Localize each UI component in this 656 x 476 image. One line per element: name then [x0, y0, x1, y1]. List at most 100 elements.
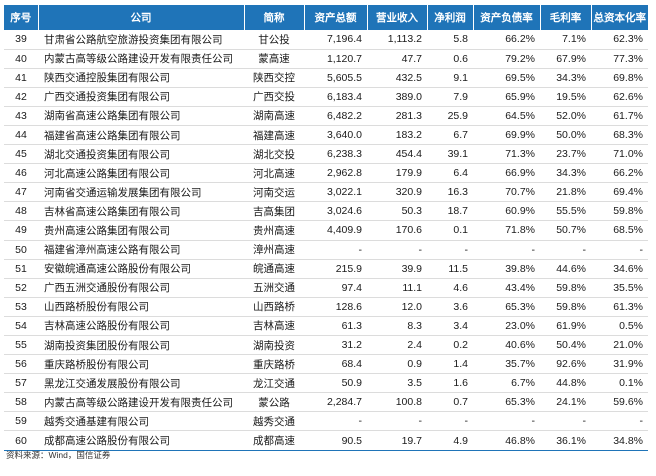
abbreviation-cell: 河南交运: [244, 182, 304, 203]
abbreviation-cell: 成都高速: [244, 430, 304, 451]
debt-ratio-cell: 65.3%: [473, 297, 540, 317]
revenue-cell: 100.8: [367, 392, 427, 413]
index-cell: 49: [4, 220, 38, 241]
total-assets-cell: 6,183.4: [304, 87, 367, 107]
index-cell: 41: [4, 68, 38, 88]
total-assets-cell: 90.5: [304, 430, 367, 451]
abbreviation-cell: 皖通高速: [244, 259, 304, 279]
revenue-cell: 432.5: [367, 68, 427, 88]
column-header: 序号: [4, 5, 38, 30]
company-cell: 甘肃省公路航空旅游投资集团有限公司: [38, 30, 244, 50]
abbreviation-cell: 五洲交通: [244, 278, 304, 298]
company-cell: 重庆路桥股份有限公司: [38, 354, 244, 375]
table-row: 40 内蒙古高等级公路建设开发有限责任公司 蒙高速 1,120.7 47.7 0.6 79.…: [4, 49, 648, 69]
capitalization-ratio-cell: 71.0%: [591, 144, 648, 165]
abbreviation-cell: 河北高速: [244, 163, 304, 184]
gross-margin-cell: 23.7%: [540, 144, 591, 165]
debt-ratio-cell: 69.5%: [473, 68, 540, 88]
table-body: 39 甘肃省公路航空旅游投资集团有限公司 甘公投 7,196.4 1,113.2 5.8 6…: [4, 30, 648, 451]
abbreviation-cell: 蒙公路: [244, 392, 304, 413]
abbreviation-cell: 龙江交通: [244, 373, 304, 394]
index-cell: 52: [4, 278, 38, 298]
column-header: 公司: [37, 5, 244, 30]
capitalization-ratio-cell: -: [591, 240, 648, 260]
abbreviation-cell: 越秀交通: [244, 411, 304, 432]
company-cell: 河南省交通运输发展集团有限公司: [38, 182, 244, 203]
debt-ratio-cell: 60.9%: [473, 201, 540, 222]
table-row: 56 重庆路桥股份有限公司 重庆路桥 68.4 0.9 1.4 35.7% 92.6% 31.9…: [4, 354, 648, 375]
capitalization-ratio-cell: 69.8%: [591, 68, 648, 88]
capitalization-ratio-cell: -: [591, 411, 648, 432]
total-assets-cell: 97.4: [304, 278, 367, 298]
revenue-cell: 320.9: [367, 182, 427, 203]
company-cell: 成都高速公路股份有限公司: [38, 430, 244, 451]
table-row: 46 河北高速公路集团有限公司 河北高速 2,962.8 179.9 6.4 66.9% 34…: [4, 163, 648, 184]
net-profit-cell: 0.2: [427, 335, 473, 356]
total-assets-cell: 7,196.4: [304, 30, 367, 50]
debt-ratio-cell: 71.8%: [473, 220, 540, 241]
source-note: 资料来源：Wind，国信证券: [6, 450, 111, 460]
total-assets-cell: 3,024.6: [304, 201, 367, 222]
abbreviation-cell: 甘公投: [244, 30, 304, 50]
company-cell: 吉林高速公路股份有限公司: [38, 316, 244, 337]
column-header: 净利润: [426, 5, 473, 30]
net-profit-cell: 18.7: [427, 201, 473, 222]
revenue-cell: 50.3: [367, 201, 427, 222]
column-header: 毛利率: [539, 5, 591, 30]
company-cell: 内蒙古高等级公路建设开发有限责任公司: [38, 392, 244, 413]
gross-margin-cell: 44.8%: [540, 373, 591, 394]
debt-ratio-cell: 6.7%: [473, 373, 540, 394]
table-row: 44 福建省高速公路集团有限公司 福建高速 3,640.0 183.2 6.7 69.9% 5…: [4, 125, 648, 146]
company-cell: 越秀交通基建有限公司: [38, 411, 244, 432]
column-header: 资产负债率: [472, 5, 540, 30]
column-header: 总资本化率: [590, 5, 648, 30]
data-table-container: 序号 公司 简称 资产总额 营业收入 净利润 资产负债率 毛利率 总资本化率 39 甘肃省公路航空…: [4, 5, 648, 451]
abbreviation-cell: 贵州高速: [244, 220, 304, 241]
revenue-cell: 11.1: [367, 278, 427, 298]
index-cell: 59: [4, 411, 38, 432]
capitalization-ratio-cell: 62.6%: [591, 87, 648, 107]
index-cell: 42: [4, 87, 38, 107]
debt-ratio-cell: 66.2%: [473, 30, 540, 50]
column-header: 简称: [243, 5, 304, 30]
capitalization-ratio-cell: 34.8%: [591, 430, 648, 451]
gross-margin-cell: -: [540, 240, 591, 260]
index-cell: 47: [4, 182, 38, 203]
gross-margin-cell: 67.9%: [540, 49, 591, 69]
table-row: 60 成都高速公路股份有限公司 成都高速 90.5 19.7 4.9 46.8% 36.1% 3…: [4, 430, 648, 451]
gross-margin-cell: 24.1%: [540, 392, 591, 413]
abbreviation-cell: 蒙高速: [244, 49, 304, 69]
net-profit-cell: 3.4: [427, 316, 473, 337]
company-cell: 河北高速公路集团有限公司: [38, 163, 244, 184]
net-profit-cell: 3.6: [427, 297, 473, 317]
index-cell: 40: [4, 49, 38, 69]
abbreviation-cell: 湖南投资: [244, 335, 304, 356]
net-profit-cell: 4.6: [427, 278, 473, 298]
table-row: 59 越秀交通基建有限公司 越秀交通 - - - - - -: [4, 411, 648, 432]
capitalization-ratio-cell: 68.5%: [591, 220, 648, 241]
revenue-cell: 3.5: [367, 373, 427, 394]
table-row: 39 甘肃省公路航空旅游投资集团有限公司 甘公投 7,196.4 1,113.2 5.8 6…: [4, 30, 648, 50]
index-cell: 54: [4, 316, 38, 337]
table-row: 48 吉林省高速公路集团有限公司 吉高集团 3,024.6 50.3 18.7 60.9% 5…: [4, 201, 648, 222]
company-cell: 山西路桥股份有限公司: [38, 297, 244, 317]
gross-margin-cell: 92.6%: [540, 354, 591, 375]
company-cell: 内蒙古高等级公路建设开发有限责任公司: [38, 49, 244, 69]
table-row: 47 河南省交通运输发展集团有限公司 河南交运 3,022.1 320.9 16.3 70.…: [4, 182, 648, 203]
revenue-cell: 47.7: [367, 49, 427, 69]
net-profit-cell: 6.4: [427, 163, 473, 184]
abbreviation-cell: 湖北交投: [244, 144, 304, 165]
column-header: 营业收入: [366, 5, 427, 30]
index-cell: 57: [4, 373, 38, 394]
company-cell: 安徽皖通高速公路股份有限公司: [38, 259, 244, 279]
abbreviation-cell: 吉林高速: [244, 316, 304, 337]
revenue-cell: -: [367, 411, 427, 432]
total-assets-cell: 31.2: [304, 335, 367, 356]
table-row: 45 湖北交通投资集团有限公司 湖北交投 6,238.3 454.4 39.1 71.3% 2…: [4, 144, 648, 165]
company-cell: 吉林省高速公路集团有限公司: [38, 201, 244, 222]
net-profit-cell: 7.9: [427, 87, 473, 107]
index-cell: 39: [4, 30, 38, 50]
table-row: 50 福建省漳州高速公路有限公司 漳州高速 - - - - - -: [4, 240, 648, 260]
company-cell: 黑龙江交通发展股份有限公司: [38, 373, 244, 394]
revenue-cell: 170.6: [367, 220, 427, 241]
